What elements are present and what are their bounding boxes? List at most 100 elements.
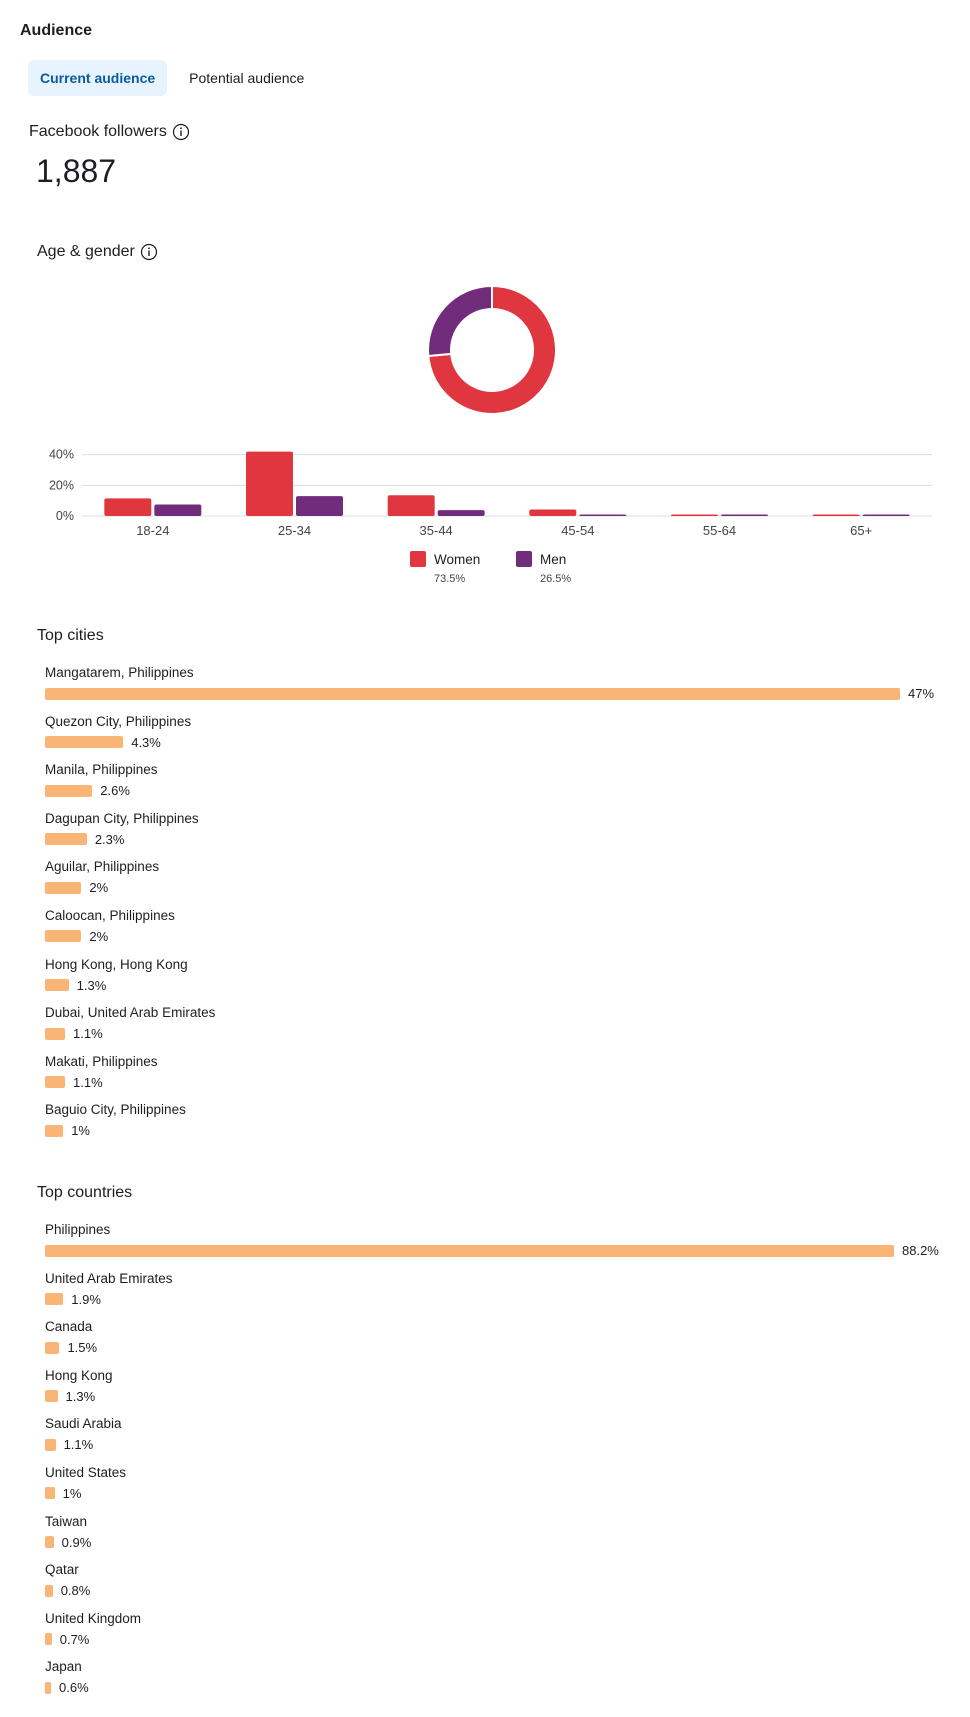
list-item-name: Makati, Philippines [45, 1053, 158, 1069]
list-item-bar-row: 0.6% [45, 1680, 89, 1695]
list-item-percent: 1.1% [73, 1026, 103, 1042]
list-item-name: United States [45, 1464, 127, 1480]
donut-slice-men [427, 284, 493, 358]
age-gender-header: Age & gender [37, 243, 158, 261]
list-item-bar [45, 833, 87, 846]
list-item: Mangatarem, Philippines 47% [45, 665, 945, 714]
top-countries-title: Top countries [37, 1184, 133, 1201]
list-item-percent: 1% [71, 1123, 90, 1139]
list-item-bar-row: 1.1% [45, 1075, 103, 1090]
list-item-percent: 2% [89, 880, 109, 896]
y-tick-label: 20% [49, 478, 74, 492]
bar-men-55-64 [721, 514, 768, 516]
list-item-percent: 1.1% [73, 1074, 103, 1090]
list-item-percent: 2.6% [100, 783, 130, 799]
list-item: Dagupan City, Philippines 2.3% [45, 811, 945, 860]
donut-slice-women [427, 284, 557, 415]
list-item-name: Aguilar, Philippines [45, 859, 160, 875]
legend-label-women: Women [434, 552, 480, 567]
list-item-name: Quezon City, Philippines [45, 713, 192, 729]
list-item-name: Mangatarem, Philippines [45, 665, 194, 680]
tab-current-audience[interactable]: Current audience [28, 60, 168, 96]
list-item-percent: 0.8% [60, 1583, 91, 1599]
list-item-bar-row: 47% [45, 686, 934, 701]
list-item: Japan 0.6% [45, 1659, 945, 1708]
list-item-name: Japan [45, 1659, 82, 1675]
y-tick-label: 40% [49, 448, 74, 462]
list-item-bar-row: 1.1% [45, 1437, 93, 1452]
x-tick-label: 55-64 [703, 523, 736, 538]
audience-tabs: Current audience Potential audience [28, 60, 316, 96]
list-item-name: Qatar [45, 1562, 79, 1578]
list-item-bar [45, 1438, 56, 1451]
legend-label-men: Men [540, 552, 566, 567]
list-item: Quezon City, Philippines 4.3% [45, 714, 945, 763]
list-item: Hong Kong 1.3% [45, 1368, 945, 1417]
list-item-name: Baguio City, Philippines [45, 1102, 186, 1118]
age-gender-label: Age & gender [37, 243, 135, 260]
list-item-bar-row: 0.9% [45, 1535, 91, 1550]
list-item-name: United Arab Emirates [45, 1270, 173, 1286]
list-item-name: Philippines [45, 1222, 111, 1237]
x-tick-label: 35-44 [420, 523, 453, 538]
bar-women-45-54 [529, 509, 577, 516]
list-item-percent: 47% [908, 686, 935, 701]
list-item-bar-row: 1.9% [45, 1292, 101, 1307]
top-cities-title: Top cities [37, 627, 104, 644]
list-item-bar [45, 1633, 52, 1646]
info-icon[interactable] [140, 243, 158, 261]
list-item-bar [45, 1293, 64, 1306]
list-item: Aguilar, Philippines 2% [45, 859, 945, 908]
list-item: Caloocan, Philippines 2% [45, 908, 945, 957]
list-item-percent: 0.7% [59, 1631, 90, 1647]
list-item-bar-row: 2.3% [45, 832, 124, 847]
list-item-name: Saudi Arabia [45, 1416, 122, 1432]
followers-header: Facebook followers [29, 123, 190, 141]
list-item-bar [45, 1027, 65, 1040]
list-item-bar-row: 2% [45, 929, 108, 944]
followers-label: Facebook followers [29, 123, 167, 140]
bar-women-65+ [812, 514, 860, 516]
list-item-name: United Kingdom [45, 1610, 142, 1626]
list-item-percent: 1.3% [65, 1388, 96, 1404]
info-icon[interactable] [172, 123, 190, 141]
y-tick-label: 0% [56, 509, 74, 523]
top-cities-list: Mangatarem, Philippines 47% Quezon City, P… [45, 665, 945, 1151]
bar-men-25-34 [296, 496, 343, 516]
list-item-bar [45, 1681, 51, 1694]
list-item-bar-row: 1.1% [45, 1026, 103, 1041]
list-item-percent: 1.9% [71, 1291, 101, 1307]
list-item-percent: 2% [89, 928, 109, 944]
bar-women-25-34 [246, 451, 293, 516]
list-item-bar [45, 1536, 54, 1549]
list-item-name: Caloocan, Philippines [45, 907, 175, 923]
list-item-bar-row: 88.2% [45, 1243, 939, 1258]
list-item-percent: 1.1% [63, 1437, 94, 1453]
list-item: Philippines 88.2% [45, 1222, 945, 1271]
list-item-bar [45, 930, 82, 943]
list-item-bar-row: 2% [45, 880, 108, 895]
legend-percent-women: 73.5% [434, 573, 465, 585]
bar-women-55-64 [671, 514, 718, 516]
list-item: Dubai, United Arab Emirates 1.1% [45, 1005, 945, 1054]
list-item-percent: 1.3% [76, 977, 107, 993]
list-item: Hong Kong, Hong Kong 1.3% [45, 957, 945, 1006]
list-item-bar [45, 1341, 60, 1354]
list-item-name: Manila, Philippines [45, 762, 158, 778]
x-tick-label: 65+ [850, 523, 872, 538]
list-item: Makati, Philippines 1.1% [45, 1054, 945, 1103]
list-item-name: Taiwan [45, 1513, 88, 1529]
list-item: Taiwan 0.9% [45, 1514, 945, 1563]
list-item: United Arab Emirates 1.9% [45, 1271, 945, 1320]
list-item-percent: 1.5% [67, 1340, 98, 1356]
list-item: United States 1% [45, 1465, 945, 1514]
tab-potential-audience[interactable]: Potential audience [189, 70, 305, 86]
list-item-bar-row: 1.3% [45, 1389, 95, 1404]
list-item: Saudi Arabia 1.1% [45, 1416, 945, 1465]
list-item-name: Dagupan City, Philippines [45, 810, 199, 826]
legend-swatch-men [516, 551, 532, 567]
page-title: Audience [20, 22, 93, 39]
bar-men-18-24 [154, 504, 202, 516]
list-item-bar-row: 1.5% [45, 1340, 97, 1355]
bar-women-18-24 [104, 498, 152, 516]
